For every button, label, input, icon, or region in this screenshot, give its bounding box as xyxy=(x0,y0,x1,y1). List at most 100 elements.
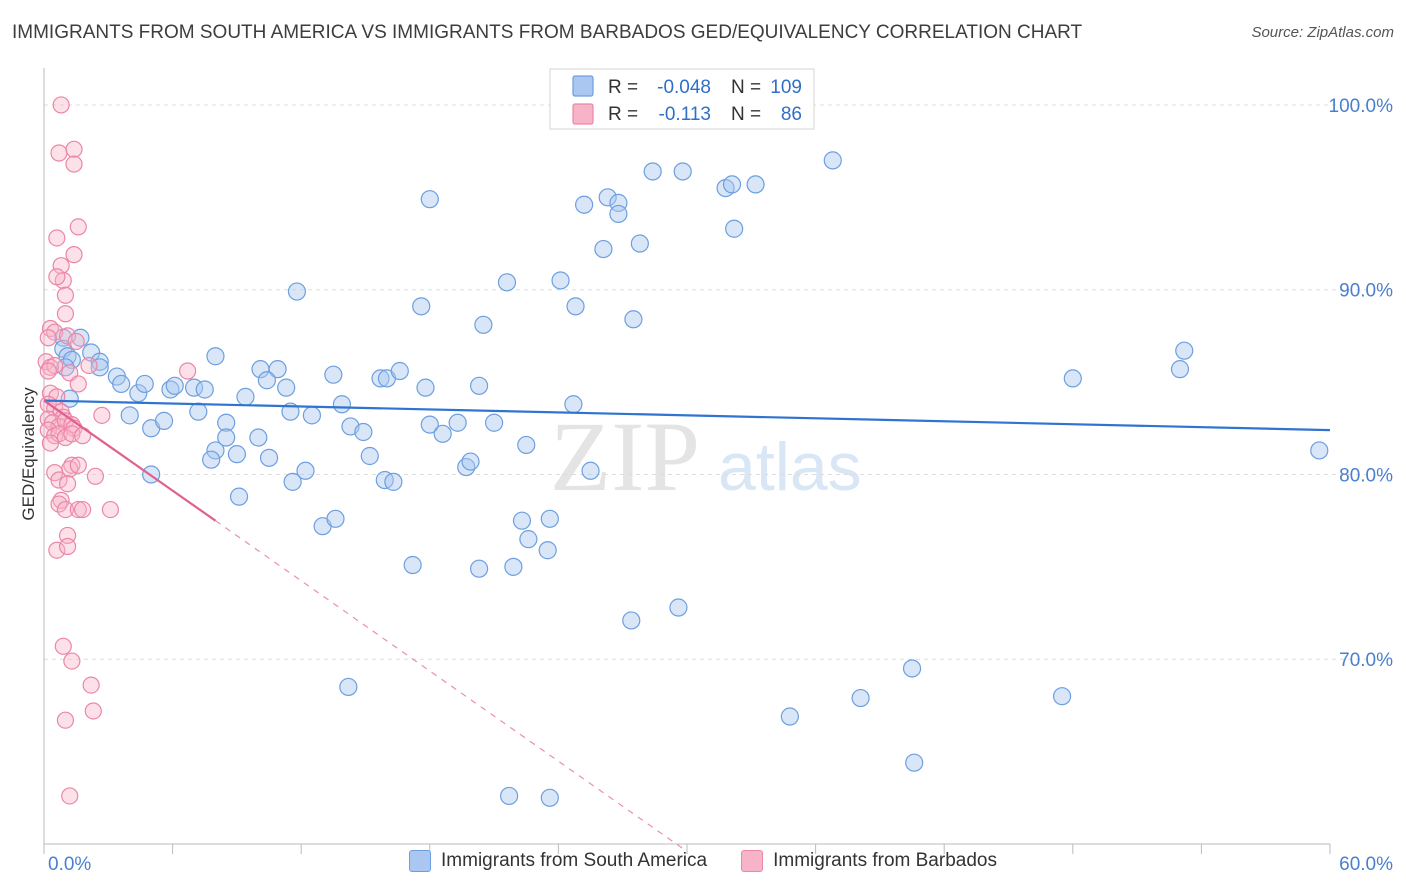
data-point-south-america xyxy=(500,786,519,806)
data-point-south-america xyxy=(416,378,435,397)
data-point-south-america xyxy=(538,541,557,560)
data-point-south-america xyxy=(902,659,922,678)
data-point-barbados xyxy=(56,711,75,729)
y-tick-label: 90.0% xyxy=(1339,281,1393,302)
series-south-america xyxy=(54,97,1329,807)
data-point-south-america xyxy=(551,271,570,290)
data-point-south-america xyxy=(90,358,109,377)
data-point-south-america xyxy=(326,509,345,528)
data-point-south-america xyxy=(598,188,617,207)
data-point-south-america xyxy=(189,402,208,421)
legend-r-label-1: R = xyxy=(608,77,638,98)
data-point-south-america xyxy=(268,360,287,379)
data-point-south-america xyxy=(448,413,467,432)
data-point-south-america xyxy=(217,413,236,432)
legend-n-value-2: 86 xyxy=(781,104,802,125)
data-point-barbados xyxy=(50,471,68,489)
data-point-south-america xyxy=(581,461,600,480)
data-point-south-america xyxy=(624,310,643,329)
legend-r-label-2: R = xyxy=(608,104,638,125)
data-point-south-america xyxy=(56,358,75,377)
data-point-south-america xyxy=(227,445,246,464)
data-point-barbados xyxy=(73,500,92,519)
data-point-south-america xyxy=(165,376,184,395)
trend-line-south-america xyxy=(43,399,1331,432)
data-point-barbados xyxy=(67,332,85,351)
data-point-south-america xyxy=(485,413,504,432)
data-point-south-america xyxy=(746,175,765,194)
data-point-south-america xyxy=(195,380,214,399)
data-point-south-america xyxy=(420,190,439,209)
data-point-barbados xyxy=(58,327,77,345)
legend-n-label-2: N = xyxy=(731,104,761,125)
data-point-barbados xyxy=(39,329,57,347)
data-point-south-america xyxy=(725,219,744,238)
data-point-south-america xyxy=(339,677,358,697)
data-point-barbados xyxy=(54,637,72,655)
data-point-barbados xyxy=(52,257,70,275)
data-point-south-america xyxy=(206,441,225,460)
data-point-barbados xyxy=(58,475,77,493)
data-point-south-america xyxy=(135,374,154,394)
data-point-south-america xyxy=(609,204,628,224)
data-point-south-america xyxy=(283,472,302,491)
data-point-barbados xyxy=(65,246,83,264)
data-point-barbados xyxy=(179,362,197,380)
legend-n-label-1: N = xyxy=(731,77,761,98)
data-point-south-america xyxy=(594,239,613,259)
data-point-barbados xyxy=(73,427,92,445)
data-point-barbados xyxy=(48,541,66,559)
x-ticks xyxy=(43,844,1331,854)
data-point-barbados xyxy=(63,652,81,670)
data-point-south-america xyxy=(236,387,255,406)
data-point-barbados xyxy=(69,218,87,236)
data-point-south-america xyxy=(517,435,536,455)
data-point-barbados xyxy=(93,406,111,424)
legend-item-barbados: Immigrants from Barbados xyxy=(741,850,997,872)
data-point-barbados xyxy=(69,456,87,474)
data-point-barbados xyxy=(41,434,60,452)
data-point-barbados xyxy=(65,140,83,158)
data-point-south-america xyxy=(249,428,268,447)
data-point-south-america xyxy=(371,369,390,388)
data-point-south-america xyxy=(905,753,924,772)
data-point-south-america xyxy=(469,559,489,578)
data-point-south-america xyxy=(1170,360,1190,379)
bottom-legend: Immigrants from South America Immigrants… xyxy=(0,850,1406,872)
legend-item-south-america: Immigrants from South America xyxy=(409,850,707,872)
data-point-south-america xyxy=(519,530,538,549)
data-point-south-america xyxy=(540,788,559,807)
data-point-barbados xyxy=(61,787,79,805)
data-point-south-america xyxy=(566,297,585,316)
data-point-barbados xyxy=(80,356,98,375)
data-point-south-america xyxy=(1052,687,1072,706)
x-tick-label-min: 0.0% xyxy=(48,854,91,875)
data-point-south-america xyxy=(1063,369,1082,388)
data-point-barbados xyxy=(52,96,70,114)
x-tick-label-max: 60.0% xyxy=(1339,854,1393,875)
data-point-south-america xyxy=(823,151,842,170)
data-point-south-america xyxy=(217,428,236,447)
trend-line-barbados-dashed xyxy=(215,520,688,852)
data-point-south-america xyxy=(512,511,532,530)
data-point-barbados xyxy=(56,305,75,323)
data-point-barbados xyxy=(58,537,77,556)
data-point-south-america xyxy=(120,406,139,425)
data-point-south-america xyxy=(722,175,742,194)
y-tick-labels: 70.0% 80.0% 90.0% 100.0% xyxy=(1329,96,1394,671)
data-point-barbados xyxy=(82,676,100,694)
data-point-barbados xyxy=(84,702,102,720)
data-point-south-america xyxy=(360,446,379,466)
data-point-south-america xyxy=(332,395,352,414)
data-point-south-america xyxy=(257,371,277,390)
data-point-south-america xyxy=(112,374,131,394)
data-point-barbados xyxy=(56,286,75,304)
data-point-south-america xyxy=(302,406,322,425)
data-point-south-america xyxy=(1310,441,1329,460)
data-point-south-america xyxy=(324,365,343,384)
data-point-south-america xyxy=(851,688,870,708)
data-point-south-america xyxy=(575,195,594,214)
data-point-south-america xyxy=(277,378,296,397)
data-point-south-america xyxy=(390,361,409,381)
